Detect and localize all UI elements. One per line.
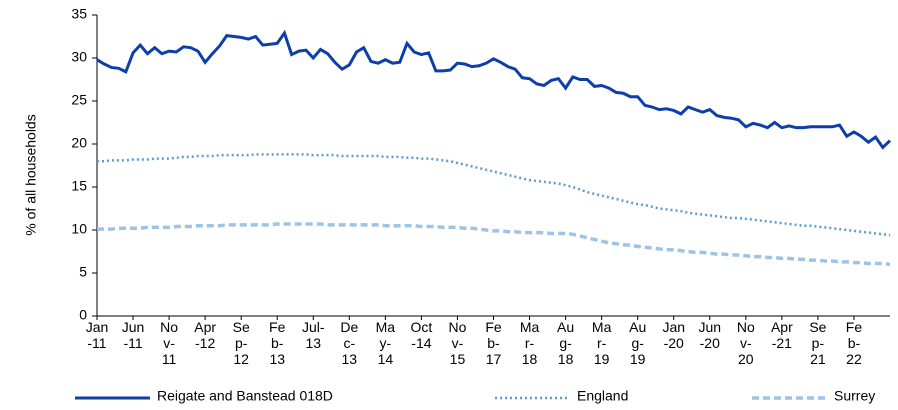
legend-label: England	[577, 388, 628, 404]
series-line	[97, 222, 891, 267]
x-tick-label: Fe b-17	[485, 319, 502, 367]
x-tick-label: Jan -20	[662, 319, 685, 351]
y-tick-label: 25	[71, 92, 87, 108]
y-tick-label: 0	[79, 307, 87, 323]
y-tick-label: 5	[79, 264, 87, 280]
series-line	[96, 29, 892, 150]
x-tick-label: Au g-18	[557, 319, 574, 367]
x-tick-label: Se p-21	[809, 319, 826, 367]
x-tick-label: No v-11	[160, 319, 178, 367]
x-tick-label: Apr -12	[194, 319, 216, 351]
y-tick-label: 30	[71, 49, 87, 65]
x-tick-label: Jul-13	[302, 319, 325, 351]
x-tick-label: Au g-19	[629, 319, 646, 367]
x-tick-label: No v-15	[449, 319, 467, 367]
y-tick-label: 35	[71, 6, 87, 22]
y-tick-label: 15	[71, 178, 87, 194]
x-tick-label: Jun -20	[698, 319, 721, 351]
x-tick-label: Jun -11	[122, 319, 145, 351]
legend-label: Surrey	[834, 388, 875, 404]
x-tick-label: Apr -21	[771, 319, 793, 351]
x-tick-label: Ma r-18	[520, 319, 540, 367]
x-tick-label: Fe b-13	[269, 319, 286, 367]
y-tick-label: 10	[71, 221, 87, 237]
x-tick-label: De c-13	[340, 319, 358, 367]
y-axis-title: % of all households	[23, 114, 39, 235]
x-tick-label: Oct -14	[411, 319, 433, 351]
y-tick-label: 20	[71, 135, 87, 151]
x-tick-label: Ma r-19	[592, 319, 612, 367]
x-tick-label: Jan -11	[86, 319, 109, 351]
legend-label: Reigate and Banstead 018D	[157, 388, 333, 404]
x-tick-label: Se p-12	[233, 319, 250, 367]
x-tick-label: Ma y-14	[376, 319, 396, 367]
x-tick-label: No v-20	[737, 319, 755, 367]
series-line	[97, 153, 891, 237]
x-tick-label: Fe b-22	[846, 319, 863, 367]
